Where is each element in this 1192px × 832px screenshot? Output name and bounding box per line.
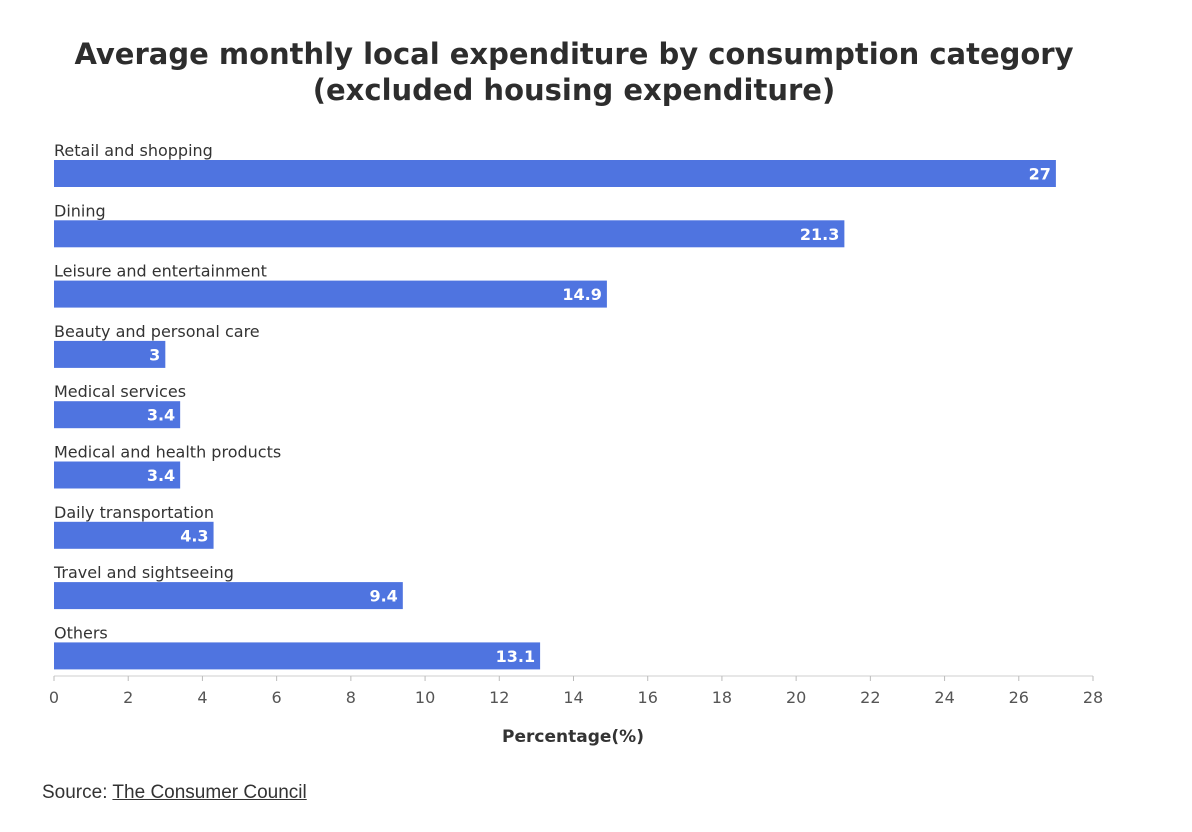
bar-value-label: 13.1 [496,647,535,666]
bar [54,220,845,248]
bar [54,642,541,670]
bar [54,521,214,549]
x-tick-label: 6 [272,688,282,707]
category-label: Travel and sightseeing [53,563,234,582]
bar-value-label: 9.4 [369,587,397,606]
x-tick-label: 14 [563,688,583,707]
category-label: Retail and shopping [54,141,213,160]
x-tick-label: 4 [197,688,207,707]
bar [54,340,166,368]
x-tick-label: 0 [49,688,59,707]
bar [54,582,403,610]
chart-title: Average monthly local expenditure by con… [0,36,1148,108]
category-label: Medical services [54,382,186,401]
bar-value-label: 3.4 [147,466,175,485]
category-label: Others [54,623,108,642]
category-label: Medical and health products [54,443,281,462]
bar [54,160,1056,187]
x-tick-label: 24 [934,688,954,707]
x-tick-label: 18 [712,688,732,707]
x-tick-label: 12 [489,688,509,707]
category-label: Beauty and personal care [54,322,260,341]
bar-value-label: 21.3 [800,225,839,244]
bar-value-label: 3.4 [147,406,175,425]
bar-value-label: 14.9 [562,285,601,304]
source-prefix: Source: [42,782,113,803]
category-label: Daily transportation [54,503,214,522]
category-label: Dining [54,201,106,220]
bar-value-label: 4.3 [180,526,208,545]
x-tick-label: 28 [1083,688,1103,707]
bar [54,461,181,489]
x-tick-label: 2 [123,688,133,707]
x-tick-label: 26 [1009,688,1029,707]
source-link[interactable]: The Consumer Council [112,782,307,803]
x-axis-title: Percentage(%) [502,727,644,747]
bar [54,280,607,308]
source-line: Source: The Consumer Council [42,782,307,804]
x-tick-label: 20 [786,688,806,707]
category-label: Leisure and entertainment [54,262,267,281]
bar-value-label: 3 [149,345,160,364]
bar [54,401,181,429]
chart-title-line-2: (excluded housing expenditure) [312,73,836,107]
bars-group: Retail and shopping 27 Dining 21.3 Leisure a… [53,141,1056,670]
x-tick-label: 8 [346,688,356,707]
x-tick-label: 10 [415,688,435,707]
x-axis: 0 2 4 6 8 10 12 14 16 18 20 22 24 26 28 [49,675,1103,707]
x-tick-label: 16 [638,688,658,707]
bar-value-label: 27 [1029,165,1051,184]
chart-title-line-1: Average monthly local expenditure by con… [74,37,1074,71]
x-tick-label: 22 [860,688,880,707]
